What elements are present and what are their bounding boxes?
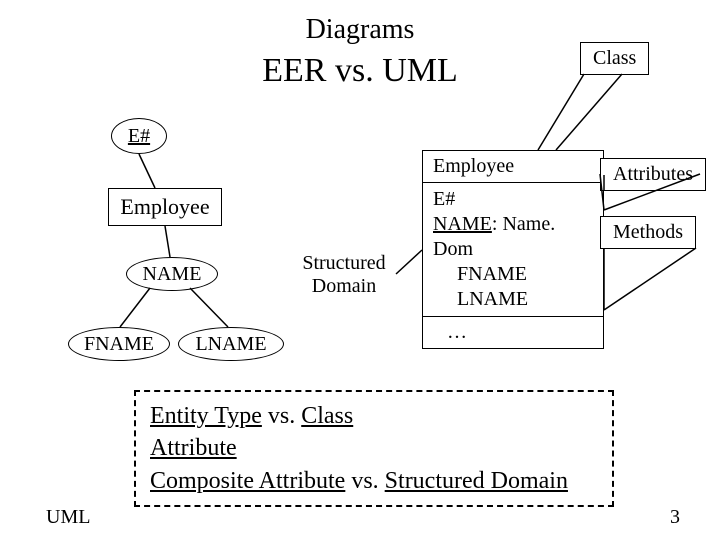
cmp-3b: Structured Domain [385, 468, 568, 494]
footer-left: UML [46, 506, 90, 529]
eer-sub1-oval: FNAME [68, 327, 170, 361]
uml-attr-4: LNAME [433, 287, 593, 312]
comparison-line-2: Attribute [150, 432, 598, 464]
cmp-2: Attribute [150, 435, 237, 461]
eer-key-attribute-oval: E# [111, 118, 167, 154]
eer-sub2-oval: LNAME [178, 327, 284, 361]
structured-domain-l1: Structured [284, 252, 404, 275]
cmp-1a: Entity Type [150, 403, 262, 429]
callout-class: Class [580, 42, 649, 75]
comparison-box: Entity Type vs. Class Attribute Composit… [134, 390, 614, 507]
eer-composite-text: NAME [143, 263, 202, 286]
uml-class-name-section: Employee [423, 151, 603, 183]
comparison-line-3: Composite Attribute vs. Structured Domai… [150, 465, 598, 497]
eer-sub2-text: LNAME [195, 333, 266, 356]
eer-entity-rect: Employee [108, 188, 222, 226]
uml-class-name: Employee [433, 155, 514, 177]
cmp-1b: Class [301, 403, 353, 429]
eer-entity-text: Employee [120, 194, 209, 220]
eer-composite-oval: NAME [126, 257, 218, 291]
uml-attrs-section: E# NAME: Name. Dom FNAME LNAME [423, 183, 603, 317]
uml-methods-placeholder: … [433, 321, 467, 343]
cmp-3a: Composite Attribute [150, 468, 345, 494]
cmp-3mid: vs. [345, 468, 384, 494]
uml-attr-1: E# [433, 187, 593, 212]
structured-domain-l2: Domain [284, 275, 404, 298]
uml-attr-2: NAME: Name. Dom [433, 212, 593, 262]
cmp-1mid: vs. [262, 403, 301, 429]
uml-methods-section: … [423, 317, 603, 348]
callout-methods: Methods [600, 216, 696, 249]
uml-attr-2-name: NAME [433, 213, 492, 235]
structured-domain-label: Structured Domain [284, 252, 404, 298]
eer-key-attribute-text: E# [128, 125, 150, 148]
comparison-line-1: Entity Type vs. Class [150, 400, 598, 432]
uml-class-box: Employee E# NAME: Name. Dom FNAME LNAME … [422, 150, 604, 349]
uml-attr-3: FNAME [433, 262, 593, 287]
eer-sub1-text: FNAME [84, 333, 154, 356]
callout-attributes: Attributes [600, 158, 706, 191]
footer-right: 3 [670, 506, 680, 529]
